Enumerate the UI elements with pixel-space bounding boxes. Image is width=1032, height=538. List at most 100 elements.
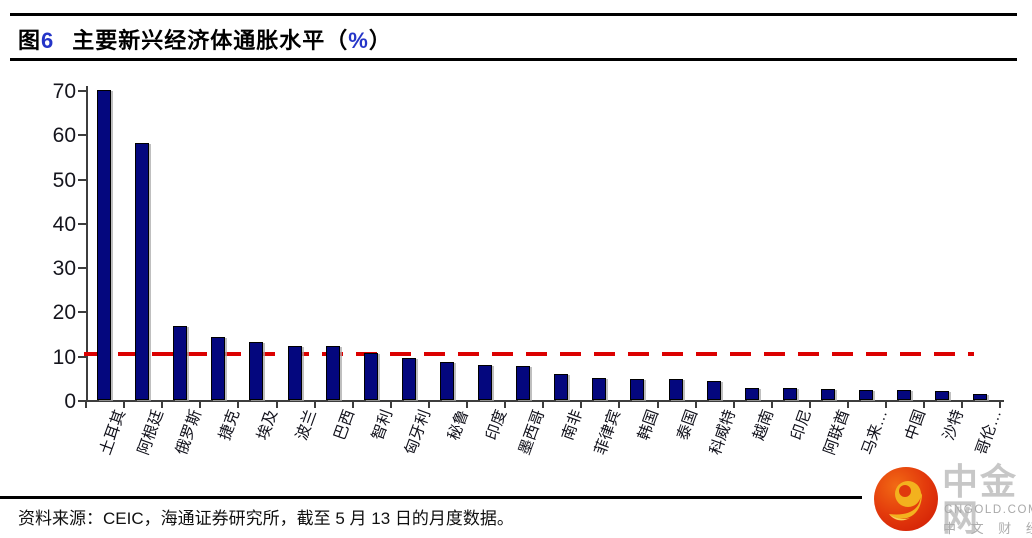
x-axis-label: 埃及 — [254, 407, 282, 443]
y-axis-tick-label: 40 — [52, 212, 76, 236]
source-note: 资料来源：CEIC，海通证券研究所，截至 5 月 13 日的月度数据。 — [18, 509, 514, 528]
x-axis-tick — [580, 402, 583, 408]
x-axis-label: 阿根廷 — [135, 407, 168, 458]
x-axis-tick — [618, 402, 621, 408]
bar-墨西哥 — [516, 366, 531, 400]
x-axis-tick — [466, 402, 468, 408]
title-paren-open: （ — [325, 28, 349, 53]
figure-label: 图 — [18, 28, 42, 53]
bar-马来… — [859, 390, 874, 400]
x-axis-label: 匈牙利 — [401, 407, 434, 458]
y-axis-tick — [78, 222, 87, 225]
bar-印度 — [478, 365, 493, 400]
y-axis-tick — [78, 90, 87, 92]
top-rule — [10, 13, 1017, 16]
cngold-logo: 中金网 CNGOLD.COM.CN 中 文 财 经 新 媒 体 — [862, 461, 1032, 538]
bar-南非 — [554, 374, 569, 400]
x-axis-label: 智利 — [369, 407, 396, 443]
x-axis-label: 菲律宾 — [592, 407, 625, 458]
y-axis-tick-label: 30 — [52, 257, 76, 281]
x-axis-label: 秘鲁 — [445, 407, 472, 443]
bar-科威特 — [706, 381, 721, 400]
x-axis-tick — [123, 402, 126, 408]
y-axis-tick-label: 0 — [64, 390, 76, 413]
x-axis-tick — [961, 402, 964, 408]
bar-智利 — [363, 353, 378, 400]
x-axis-tick — [694, 402, 697, 408]
x-axis-label: 沙特 — [940, 407, 968, 443]
logo-wordmark: 中金网 — [942, 461, 1019, 538]
x-axis-tick — [656, 402, 659, 408]
x-axis-label: 科威特 — [706, 407, 739, 458]
bar-沙特 — [935, 391, 950, 400]
x-axis-tick — [923, 402, 926, 408]
y-axis-tick — [78, 267, 87, 270]
figure-title: 图6 主要新兴经济体通胀水平（%） — [18, 23, 392, 55]
x-axis-label: 印度 — [483, 407, 511, 443]
x-axis-label: 墨西哥 — [516, 407, 549, 458]
x-axis-tick — [313, 402, 316, 408]
bar-越南 — [744, 388, 759, 400]
bar-埃及 — [249, 342, 264, 400]
y-axis-tick-label: 10 — [52, 345, 76, 369]
bar-菲律宾 — [592, 378, 607, 400]
x-axis-tick — [847, 402, 849, 408]
bar-中国 — [897, 390, 912, 400]
bar-土耳其 — [97, 90, 112, 400]
title-paren-close: ） — [368, 28, 392, 53]
x-axis-label: 中国 — [902, 407, 930, 443]
x-axis-tick — [199, 402, 202, 408]
y-axis-tick-label: 50 — [52, 168, 76, 192]
x-axis-label: 印尼 — [788, 407, 815, 443]
x-axis-label: 阿联酋 — [821, 407, 853, 458]
x-axis-label: 捷克 — [216, 407, 244, 443]
bar-秘鲁 — [439, 362, 454, 400]
title-percent: % — [348, 28, 369, 53]
x-axis-label: 波兰 — [292, 407, 320, 443]
bar-泰国 — [668, 379, 683, 400]
bar-捷克 — [211, 337, 226, 400]
x-axis-label: 俄罗斯 — [173, 407, 206, 458]
x-axis-tick — [885, 402, 888, 408]
y-axis-line — [86, 86, 88, 401]
x-axis-label: 土耳其 — [97, 407, 130, 458]
y-axis-tick-label: 20 — [52, 301, 76, 325]
x-axis-tick — [504, 402, 507, 408]
x-axis-tick — [351, 402, 354, 408]
x-axis-tick — [999, 402, 1002, 408]
title-divider-rule — [10, 58, 1017, 61]
bar-哥伦… — [973, 394, 988, 400]
y-axis-tick — [78, 400, 87, 402]
bar-匈牙利 — [401, 358, 416, 400]
logo-domain: CNGOLD.COM.CN — [944, 504, 1032, 516]
x-axis-label: 哥伦… — [973, 407, 1006, 458]
logo-tagline: 中 文 财 经 新 媒 体 — [943, 521, 1032, 536]
bar-波兰 — [287, 346, 302, 400]
title-text: 主要新兴经济体通胀水平 — [72, 28, 326, 53]
reference-dashed-line — [84, 352, 974, 357]
bar-印尼 — [782, 388, 797, 400]
x-axis-tick — [427, 402, 430, 408]
footer-rule — [0, 496, 872, 499]
x-axis-label: 越南 — [750, 407, 777, 443]
bar-阿联酋 — [820, 389, 835, 400]
x-axis-label: 泰国 — [673, 407, 701, 443]
x-axis-tick — [237, 402, 240, 408]
bar-阿根廷 — [135, 143, 150, 400]
x-axis-label: 马来… — [859, 407, 892, 458]
x-axis-tick — [770, 402, 773, 408]
y-axis-tick — [78, 134, 87, 137]
figure-number: 6 — [41, 28, 55, 53]
x-axis-tick — [542, 402, 545, 408]
x-axis-label: 南非 — [559, 407, 587, 443]
x-axis-tick — [161, 402, 164, 408]
y-axis-tick-label: 60 — [52, 124, 76, 148]
x-axis-label: 韩国 — [635, 407, 663, 443]
x-axis-tick — [85, 402, 87, 408]
x-axis-tick — [732, 402, 735, 408]
bar-巴西 — [325, 346, 340, 400]
bar-韩国 — [630, 379, 645, 400]
y-axis-tick — [78, 355, 87, 358]
bar-俄罗斯 — [173, 326, 188, 400]
